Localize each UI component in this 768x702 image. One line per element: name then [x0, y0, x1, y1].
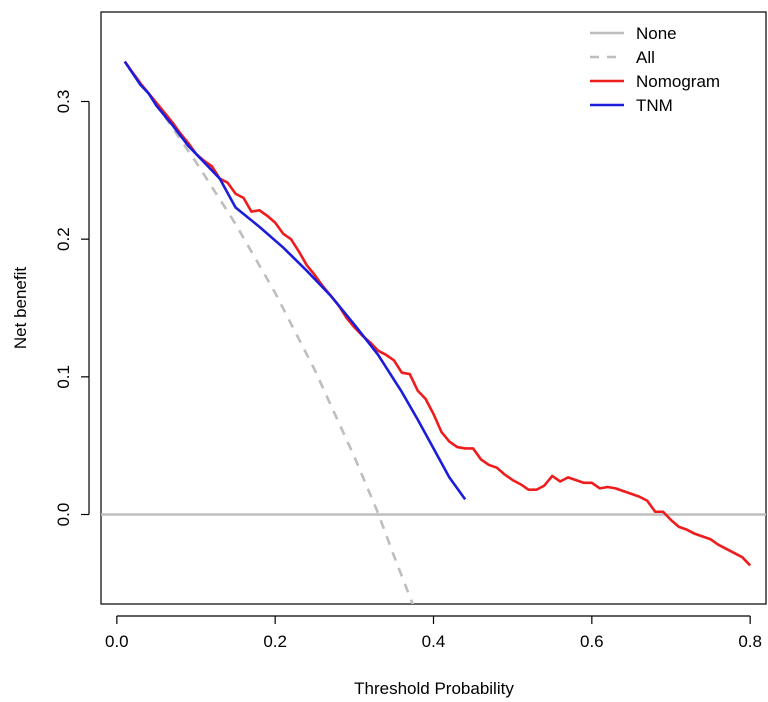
legend: None All Nomogram TNM [590, 24, 720, 115]
legend-label-all: All [636, 48, 655, 67]
series-line-all [123, 60, 415, 604]
y-tick-label: 0.3 [54, 90, 73, 114]
series-line-nomogram [123, 60, 752, 567]
x-tick-label: 0.2 [263, 632, 287, 651]
y-axis-label: Net benefit [11, 267, 30, 349]
x-tick-label: 0.8 [738, 632, 762, 651]
x-tick-label: 0.0 [105, 632, 129, 651]
axes: 0.0 0.2 0.4 0.6 0.8 0.0 0.1 0.2 0.3 [54, 90, 762, 651]
y-tick-label: 0.0 [54, 503, 73, 527]
plot-frame [100, 11, 767, 605]
legend-label-nomogram: Nomogram [636, 72, 720, 91]
legend-label-none: None [636, 24, 677, 43]
series-lines [101, 60, 766, 604]
x-axis-label: Threshold Probability [354, 679, 514, 698]
x-tick-label: 0.4 [422, 632, 446, 651]
x-tick-label: 0.6 [580, 632, 604, 651]
y-tick-label: 0.2 [54, 227, 73, 251]
series-line-tnm [123, 60, 467, 501]
y-tick-label: 0.1 [54, 365, 73, 389]
legend-label-tnm: TNM [636, 96, 673, 115]
